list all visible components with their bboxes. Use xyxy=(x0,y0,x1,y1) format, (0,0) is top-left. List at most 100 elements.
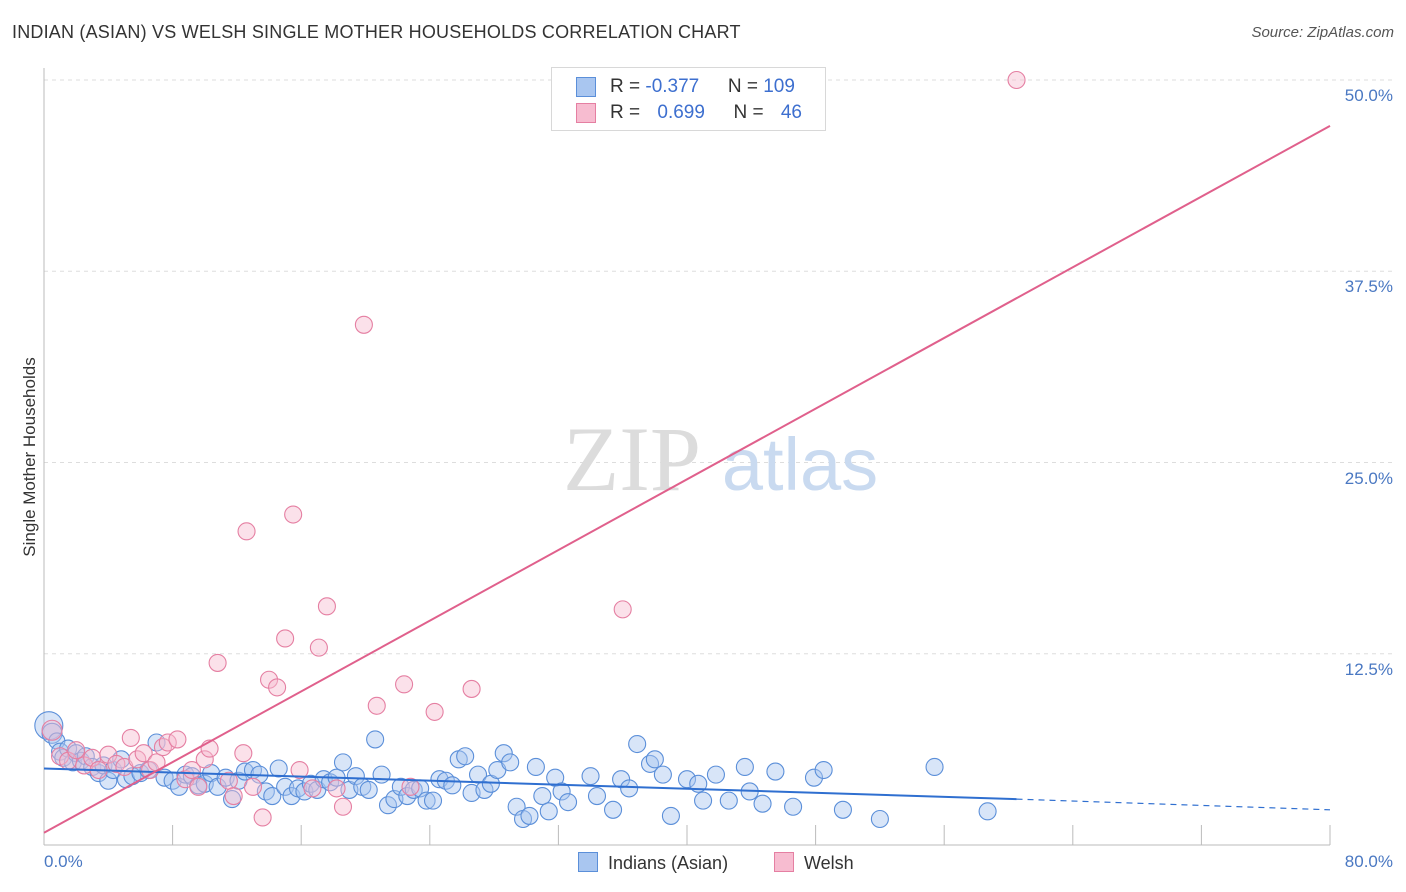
point-welsh xyxy=(237,522,256,541)
x-tick-label-min: 0.0% xyxy=(44,852,83,871)
point-indians xyxy=(423,791,443,810)
point-welsh xyxy=(354,315,373,334)
point-welsh xyxy=(613,600,632,619)
point-welsh xyxy=(243,777,263,796)
bottom-legend-welsh[interactable]: Welsh xyxy=(774,852,854,874)
bottom-legend-label-indians: Indians (Asian) xyxy=(608,853,729,873)
point-welsh xyxy=(224,786,243,806)
point-indians xyxy=(552,782,571,801)
y-axis-label: Single Mother Households xyxy=(20,357,39,557)
bottom-legend-indians[interactable]: Indians (Asian) xyxy=(578,852,728,874)
point-indians xyxy=(677,770,697,789)
legend-swatch-indians xyxy=(576,77,596,97)
point-welsh xyxy=(253,808,272,827)
point-welsh xyxy=(395,675,414,694)
point-indians xyxy=(526,757,545,777)
point-welsh xyxy=(189,777,208,796)
point-indians xyxy=(520,806,539,825)
point-indians xyxy=(346,767,365,786)
point-welsh xyxy=(134,744,153,763)
point-indians xyxy=(533,786,552,806)
point-indians xyxy=(628,734,647,754)
point-welsh xyxy=(290,760,309,780)
point-indians xyxy=(417,791,436,810)
point-welsh xyxy=(276,629,295,648)
point-welsh xyxy=(67,741,86,760)
point-indians xyxy=(706,765,725,784)
point-indians xyxy=(814,760,833,780)
legend-r-label: R = xyxy=(610,102,646,123)
legend-n-value-indians: 109 xyxy=(763,76,795,97)
y-tick-label: 37.5% xyxy=(1344,277,1393,297)
point-indians xyxy=(766,762,785,781)
point-indians xyxy=(620,779,639,798)
point-indians xyxy=(870,809,889,829)
point-welsh xyxy=(1007,70,1026,90)
point-indians xyxy=(269,759,288,778)
legend-r-value-welsh: 0.699 xyxy=(657,102,705,123)
point-indians xyxy=(587,786,607,806)
point-welsh xyxy=(317,597,336,616)
point-welsh xyxy=(121,728,140,747)
point-welsh xyxy=(41,719,63,741)
point-indians xyxy=(359,780,378,799)
y-tick-label: 12.5% xyxy=(1344,659,1393,679)
point-welsh xyxy=(158,733,177,752)
point-welsh xyxy=(333,797,353,816)
bottom-legend-label-welsh: Welsh xyxy=(804,853,854,873)
point-indians xyxy=(804,768,824,787)
point-indians xyxy=(653,765,672,784)
point-welsh xyxy=(208,653,227,672)
data-points xyxy=(34,70,1026,829)
point-indians xyxy=(443,776,462,795)
point-welsh xyxy=(425,702,444,721)
correlation-legend: R = -0.377 N = 109 R = 0.699 N = 46 xyxy=(551,67,826,131)
legend-n-value-welsh: 46 xyxy=(780,102,802,123)
legend-n-label: N = xyxy=(727,76,764,97)
point-indians xyxy=(366,730,385,749)
chart-title: INDIAN (ASIAN) VS WELSH SINGLE MOTHER HO… xyxy=(12,22,741,42)
legend-r-value-indians: -0.377 xyxy=(645,76,700,97)
point-indians xyxy=(661,806,680,825)
point-indians xyxy=(539,802,558,821)
point-indians xyxy=(404,780,423,799)
y-tick-label: 50.0% xyxy=(1344,86,1393,105)
watermark: ZIP atlas xyxy=(563,408,878,510)
point-indians xyxy=(694,791,713,810)
legend-n-label: N = xyxy=(733,102,769,123)
point-welsh xyxy=(462,679,481,698)
point-welsh xyxy=(309,638,328,657)
point-indians xyxy=(978,802,997,821)
x-tick-label-max: 80.0% xyxy=(1344,852,1393,871)
axes xyxy=(43,68,1331,846)
point-welsh xyxy=(284,505,303,524)
bottom-legend-swatch-welsh xyxy=(774,852,794,872)
source-label: Source: ZipAtlas.com xyxy=(1251,24,1394,41)
point-indians xyxy=(753,794,772,813)
point-welsh xyxy=(303,779,322,798)
point-indians xyxy=(263,786,282,806)
y-tick-label: 25.0% xyxy=(1344,468,1393,488)
point-welsh xyxy=(268,678,287,697)
point-indians xyxy=(735,757,754,777)
point-indians xyxy=(333,753,353,772)
legend-swatch-welsh xyxy=(576,103,596,123)
point-welsh xyxy=(401,777,420,796)
point-indians xyxy=(719,791,738,810)
point-welsh xyxy=(367,696,386,715)
point-indians xyxy=(833,800,852,819)
point-indians xyxy=(456,747,475,766)
point-indians xyxy=(372,765,391,784)
point-indians xyxy=(223,790,242,809)
watermark-zip: ZIP xyxy=(563,408,701,510)
trend-line-indians-extension xyxy=(1016,798,1331,811)
trend-line-indians xyxy=(43,767,1017,801)
point-welsh xyxy=(195,750,214,769)
point-indians xyxy=(494,744,513,763)
point-indians xyxy=(784,797,803,816)
point-indians xyxy=(604,800,623,819)
point-welsh xyxy=(168,730,187,749)
legend-r-label: R = xyxy=(610,76,646,97)
trend-lines xyxy=(43,125,1331,834)
